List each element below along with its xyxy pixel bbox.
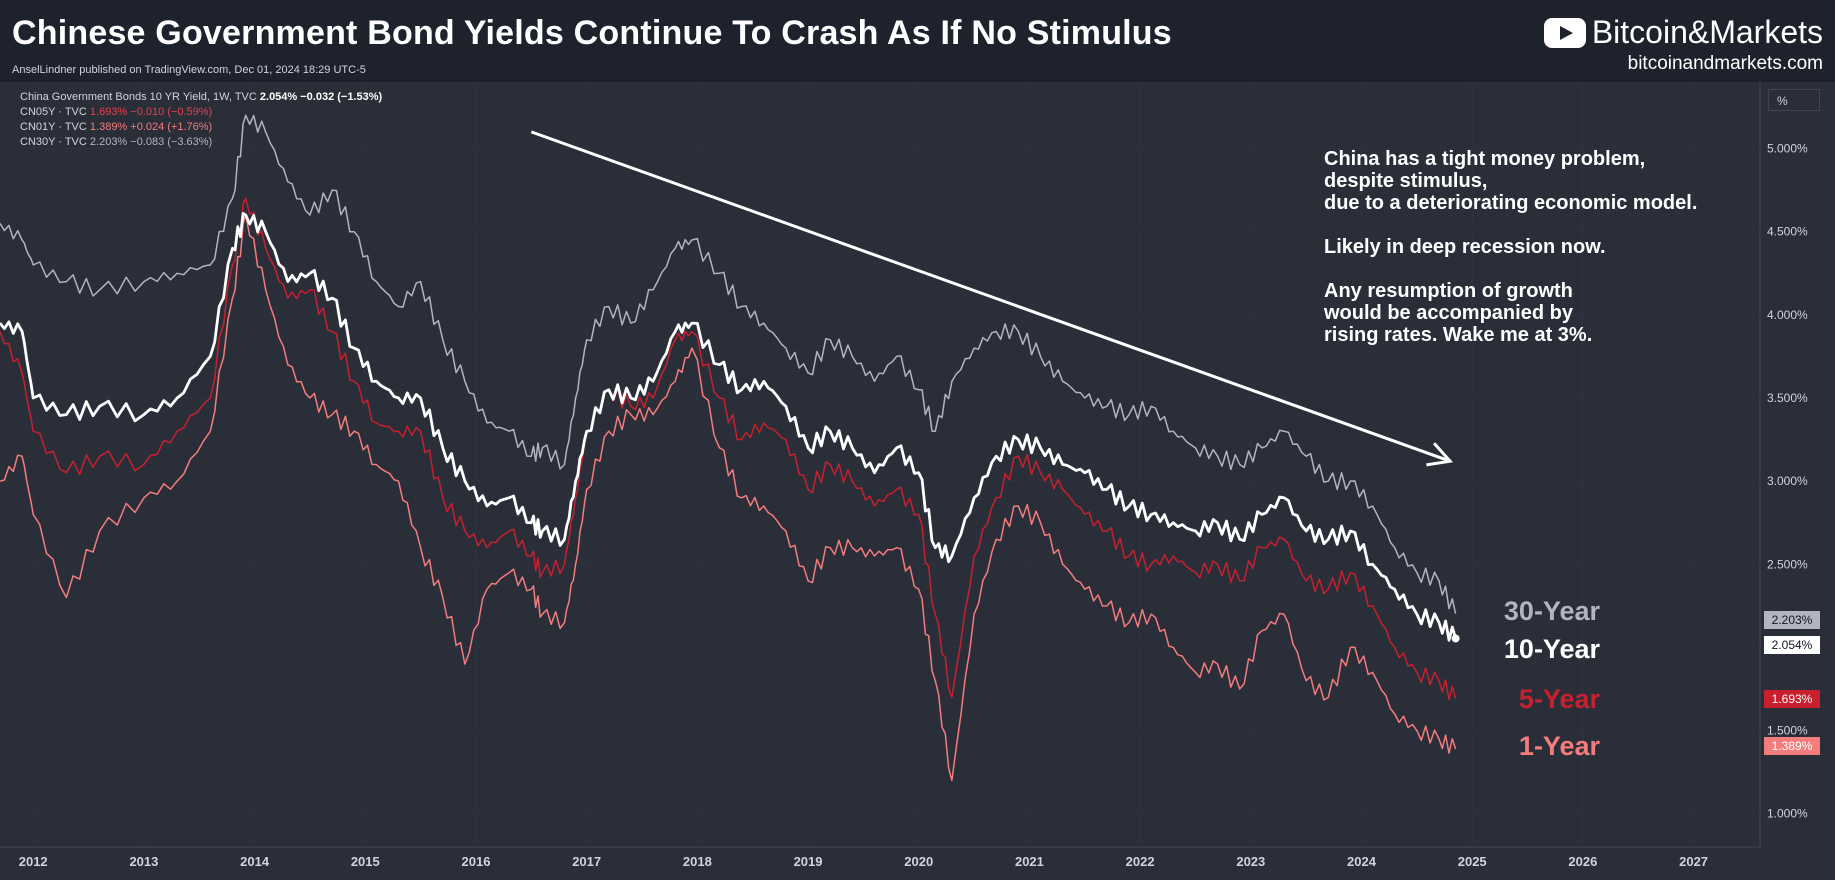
header: Chinese Government Bond Yields Continue … bbox=[0, 0, 1835, 80]
last-point-marker bbox=[1451, 634, 1460, 643]
x-tick-label: 2020 bbox=[904, 854, 933, 869]
legend-main-values: 2.054% −0.032 (−1.53%) bbox=[259, 91, 383, 103]
legend-item-values: 2.203% −0.083 (−3.63%) bbox=[89, 136, 213, 148]
y-tick-label: 3.000% bbox=[1767, 474, 1808, 488]
x-tick-label: 2027 bbox=[1679, 854, 1708, 869]
y-tick-label: 3.500% bbox=[1767, 391, 1808, 405]
last-value-tag-10y: 2.054% bbox=[1764, 636, 1820, 654]
last-value-tag-30y: 2.203% bbox=[1764, 611, 1820, 629]
y-tick-label: 1.000% bbox=[1767, 807, 1808, 821]
legend-item-values: 1.389% +0.024 (+1.76%) bbox=[89, 121, 213, 133]
legend-main: China Government Bonds 10 YR Yield, 1W, … bbox=[20, 90, 382, 105]
series-line-cn05y bbox=[0, 197, 1457, 701]
y-tick-label: 5.000% bbox=[1767, 142, 1808, 156]
series-label-30y: 30-Year bbox=[1503, 596, 1600, 626]
legend-item-name: CN30Y · TVC bbox=[20, 136, 87, 148]
youtube-play-icon bbox=[1543, 17, 1586, 48]
x-tick-label: 2013 bbox=[129, 854, 158, 869]
last-value-tag-1y: 1.389% bbox=[1764, 737, 1820, 755]
x-tick-label: 2014 bbox=[240, 854, 270, 869]
x-axis-ticks: 2012 2013 2014 2015 2016 2017 2018 2019 2020 2021… bbox=[19, 854, 1708, 869]
x-tick-label: 2022 bbox=[1126, 854, 1155, 869]
y-tick-label: 4.000% bbox=[1767, 308, 1808, 322]
x-tick-label: 2017 bbox=[572, 854, 601, 869]
chart-legend: China Government Bonds 10 YR Yield, 1W, … bbox=[20, 90, 382, 150]
x-tick-label: 2018 bbox=[683, 854, 712, 869]
x-tick-label: 2024 bbox=[1347, 854, 1377, 869]
y-axis-ticks: 1.000%1.500%2.000%2.500%3.000%3.500%4.00… bbox=[1767, 142, 1808, 821]
annotation-line: despite stimulus, bbox=[1324, 170, 1488, 192]
series-layer bbox=[0, 114, 1460, 782]
chart-annotation: China has a tight money problem, despite… bbox=[1324, 148, 1697, 346]
x-tick-label: 2015 bbox=[351, 854, 380, 869]
x-tick-label: 2023 bbox=[1236, 854, 1265, 869]
trend-arrow-line bbox=[530, 130, 1451, 463]
x-tick-label: 2021 bbox=[1015, 854, 1044, 869]
legend-item-cn05y: CN05Y · TVC 1.693% −0.010 (−0.59%) bbox=[20, 105, 382, 120]
series-label-10y: 10-Year bbox=[1503, 634, 1600, 664]
brand-name: Bitcoin&Markets bbox=[1591, 14, 1823, 50]
series-label-5y: 5-Year bbox=[1518, 684, 1600, 714]
series-line-cn01y bbox=[0, 214, 1457, 782]
x-tick-label: 2025 bbox=[1458, 854, 1487, 869]
trend-layer bbox=[530, 130, 1454, 467]
trend-arrow-head bbox=[1426, 442, 1454, 467]
brand-logo: Bitcoin&Markets bitcoinandmarkets.com bbox=[1543, 14, 1823, 75]
x-tick-label: 2012 bbox=[19, 854, 48, 869]
x-tick-label: 2016 bbox=[462, 854, 491, 869]
annotation-line: rising rates. Wake me at 3%. bbox=[1324, 324, 1593, 346]
y-tick-label: 4.500% bbox=[1767, 225, 1808, 239]
page-title: Chinese Government Bond Yields Continue … bbox=[12, 14, 1172, 52]
legend-item-name: CN01Y · TVC bbox=[20, 121, 87, 133]
y-tick-label: 2.500% bbox=[1767, 557, 1808, 571]
y-tick-label: 1.500% bbox=[1767, 724, 1808, 738]
annotation-line: Any resumption of growth bbox=[1324, 280, 1573, 302]
series-label-1y: 1-Year bbox=[1518, 731, 1600, 761]
annotation-spacer bbox=[1324, 214, 1697, 236]
x-tick-label: 2019 bbox=[794, 854, 823, 869]
series-line-cn30y bbox=[0, 114, 1457, 614]
axis-unit-button[interactable]: % bbox=[1768, 89, 1820, 111]
legend-item-cn01y: CN01Y · TVC 1.389% +0.024 (+1.76%) bbox=[20, 120, 382, 135]
series-line-cn10y bbox=[0, 212, 1457, 642]
annotation-line: China has a tight money problem, bbox=[1324, 148, 1646, 170]
legend-item-values: 1.693% −0.010 (−0.59%) bbox=[89, 106, 213, 118]
last-value-tag-5y: 1.693% bbox=[1764, 690, 1820, 708]
annotation-line: due to a deteriorating economic model. bbox=[1324, 192, 1698, 214]
legend-item-cn30y: CN30Y · TVC 2.203% −0.083 (−3.63%) bbox=[20, 135, 382, 150]
x-tick-label: 2026 bbox=[1568, 854, 1597, 869]
legend-main-name: China Government Bonds 10 YR Yield, 1W, … bbox=[20, 91, 257, 103]
legend-item-name: CN05Y · TVC bbox=[20, 106, 87, 118]
annotation-line: would be accompanied by bbox=[1324, 302, 1573, 324]
brand-url: bitcoinandmarkets.com bbox=[1627, 53, 1823, 74]
byline: AnselLindner published on TradingView.co… bbox=[12, 64, 366, 76]
annotation-spacer bbox=[1324, 258, 1697, 280]
annotation-line: Likely in deep recession now. bbox=[1324, 236, 1606, 258]
